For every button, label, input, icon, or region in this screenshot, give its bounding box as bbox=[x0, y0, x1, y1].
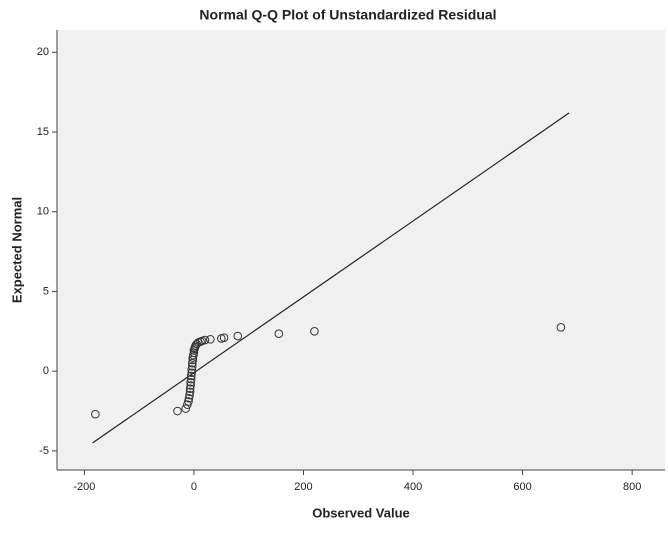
y-tick-label: 15 bbox=[37, 126, 49, 138]
x-tick-label: 400 bbox=[404, 481, 422, 493]
point bbox=[206, 334, 215, 344]
x-tick-label: 800 bbox=[623, 481, 641, 493]
chart-title: Normal Q-Q Plot of Unstandardized Residu… bbox=[199, 7, 496, 23]
y-tick-label: 20 bbox=[37, 46, 49, 58]
point bbox=[196, 337, 205, 346]
x-tick-label: 0 bbox=[191, 481, 197, 493]
reference-line bbox=[92, 112, 570, 444]
point bbox=[173, 406, 182, 416]
point bbox=[186, 378, 195, 387]
x-tick-label: 200 bbox=[294, 481, 312, 493]
x-tick-label: -200 bbox=[73, 481, 95, 493]
point bbox=[187, 358, 197, 368]
point bbox=[184, 393, 194, 403]
y-tick-label: 0 bbox=[43, 365, 49, 377]
point bbox=[186, 371, 196, 381]
x-tick-label: 600 bbox=[513, 481, 531, 493]
point bbox=[187, 368, 197, 378]
point bbox=[274, 329, 284, 338]
point bbox=[185, 387, 195, 397]
point bbox=[186, 374, 196, 384]
y-tick-label: -5 bbox=[39, 445, 49, 457]
point bbox=[219, 333, 229, 342]
point bbox=[233, 331, 243, 341]
point bbox=[310, 327, 319, 336]
point bbox=[181, 404, 191, 413]
point bbox=[91, 409, 100, 419]
point bbox=[200, 335, 210, 345]
y-axis-title: Expected Normal bbox=[9, 197, 24, 303]
x-axis-title: Observed Value bbox=[312, 505, 410, 520]
point bbox=[556, 323, 566, 332]
y-tick-label: 10 bbox=[37, 206, 49, 218]
point bbox=[185, 384, 195, 393]
point bbox=[184, 397, 193, 406]
point bbox=[185, 390, 194, 400]
point bbox=[187, 362, 197, 371]
y-tick-label: 5 bbox=[43, 285, 49, 297]
point bbox=[186, 381, 195, 390]
point bbox=[187, 365, 197, 374]
